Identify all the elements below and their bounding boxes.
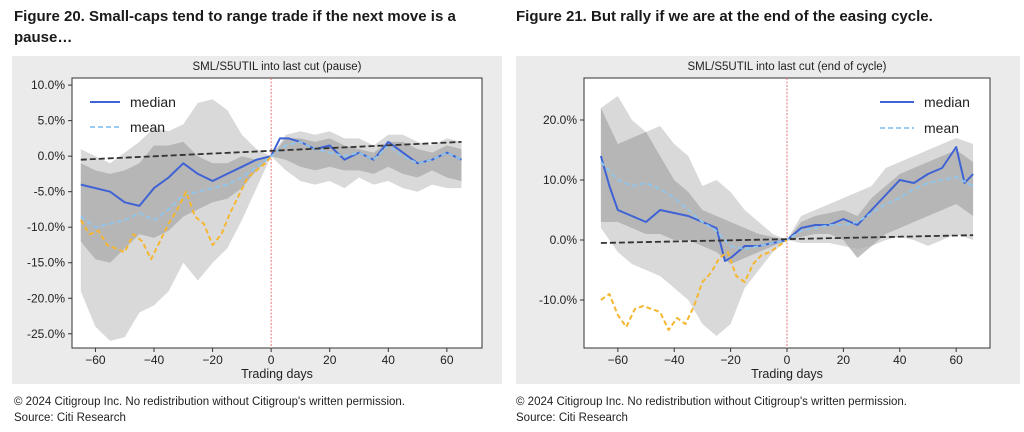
source-note: Source: Citi Research — [14, 412, 126, 424]
series-yellow — [600, 239, 788, 331]
figure-title: Figure 20. Small-caps tend to range trad… — [14, 8, 456, 46]
x-tick-label: −60 — [608, 353, 629, 367]
legend: median mean — [880, 94, 970, 136]
y-tick-label: -25.0% — [27, 327, 65, 341]
plot-content — [79, 78, 462, 348]
x-tick-label: 0 — [784, 353, 791, 367]
plot-content — [599, 78, 974, 348]
x-tick-label: 20 — [837, 353, 851, 367]
x-tick-label: −20 — [202, 353, 223, 367]
legend: median mean — [90, 94, 176, 135]
chart-panel: SML/S5UTIL into last cut (end of cycle) −… — [516, 56, 1020, 384]
figure-21: Figure 21. But rally if we are at the en… — [516, 0, 1024, 432]
legend-label-median: median — [130, 94, 176, 110]
band-outer — [600, 96, 974, 336]
series-yellow — [79, 155, 272, 261]
legend-label-mean: mean — [924, 120, 959, 136]
copyright-note: © 2024 Citigroup Inc. No redistribution … — [14, 396, 405, 408]
x-tick-label: −60 — [85, 353, 106, 367]
x-axis-label: Trading days — [241, 367, 313, 381]
y-tick-label: -5.0% — [34, 185, 66, 199]
y-tick-label: -20.0% — [27, 291, 65, 305]
legend-label-mean: mean — [130, 119, 165, 135]
series-mean — [80, 141, 462, 229]
y-tick-label: 5.0% — [38, 114, 66, 128]
x-tick-label: −40 — [144, 353, 165, 367]
y-tick-label: 10.0% — [31, 78, 65, 92]
copyright-note: © 2024 Citigroup Inc. No redistribution … — [516, 396, 907, 408]
y-tick-label: -10.0% — [27, 220, 65, 234]
x-tick-label: 60 — [440, 353, 454, 367]
figure-footer: © 2024 Citigroup Inc. No redistribution … — [14, 394, 405, 426]
figure-footer: © 2024 Citigroup Inc. No redistribution … — [516, 394, 907, 426]
y-tick-label: -15.0% — [27, 256, 65, 270]
figure-title: Figure 21. But rally if we are at the en… — [516, 8, 933, 25]
x-tick-label: 40 — [893, 353, 907, 367]
band-inner — [600, 108, 974, 264]
chart-panel: SML/S5UTIL into last cut (pause) −60 −40 −2… — [12, 56, 502, 384]
chart-end-of-cycle: SML/S5UTIL into last cut (end of cycle) −… — [539, 61, 991, 381]
x-tick-label: −40 — [664, 353, 685, 367]
x-axis-label: Trading days — [751, 367, 823, 381]
chart-title: SML/S5UTIL into last cut (pause) — [193, 61, 362, 73]
x-tick-label: 20 — [323, 353, 337, 367]
x-tick-label: 60 — [949, 353, 963, 367]
series-trend-line — [600, 234, 974, 244]
x-tick-label: 40 — [382, 353, 396, 367]
y-tick-label: 10.0% — [543, 173, 577, 187]
x-tick-label: 0 — [268, 353, 275, 367]
x-tick-label: −20 — [720, 353, 741, 367]
y-tick-label: 0.0% — [38, 149, 66, 163]
chart-pause: SML/S5UTIL into last cut (pause) −60 −40 −2… — [27, 61, 483, 381]
series-trend-line — [80, 141, 462, 161]
legend-label-median: median — [924, 94, 970, 110]
series-median — [80, 137, 462, 207]
y-tick-label: 0.0% — [550, 233, 578, 247]
figure-20: Figure 20. Small-caps tend to range trad… — [0, 0, 508, 432]
chart-title: SML/S5UTIL into last cut (end of cycle) — [688, 61, 887, 73]
y-tick-label: -10.0% — [539, 293, 577, 307]
source-note: Source: Citi Research — [516, 412, 628, 424]
y-tick-label: 20.0% — [543, 113, 577, 127]
